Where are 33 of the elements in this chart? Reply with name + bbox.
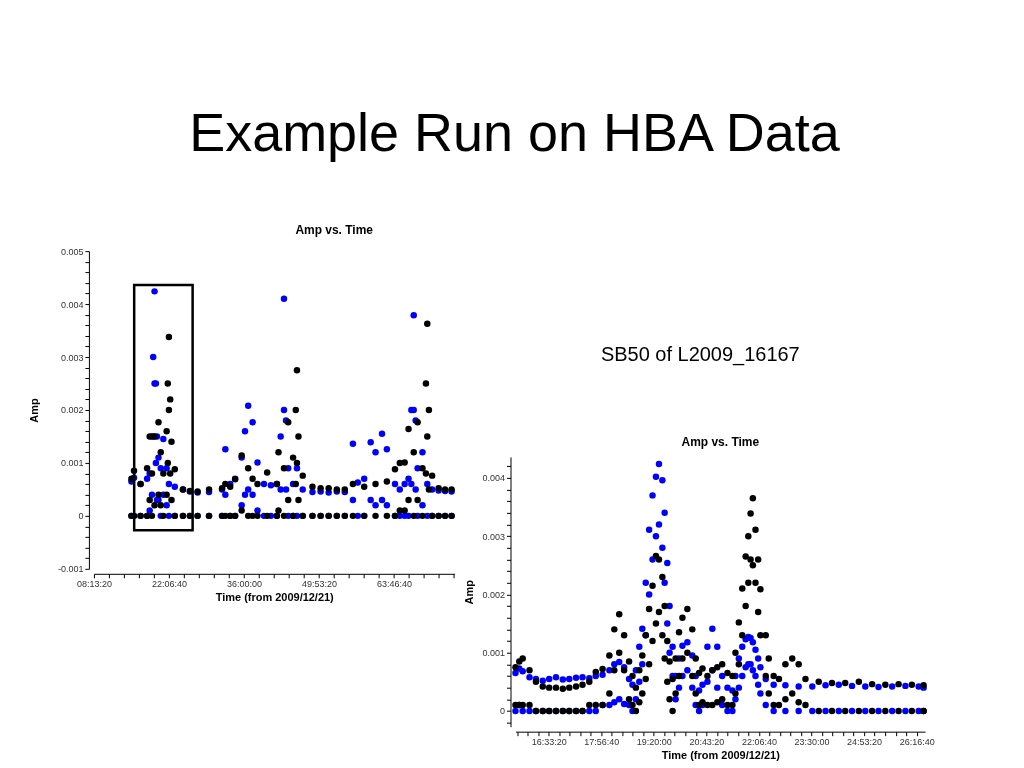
x-tick-label: 08:13:20: [76, 579, 112, 590]
chart-title: Amp vs. Time: [681, 434, 760, 449]
x-axis-title: Time (from 2009/12/21): [661, 749, 781, 762]
y-tick-label: 0.003: [482, 531, 506, 542]
y-tick-label: 0.002: [482, 589, 506, 600]
x-tick-label: 63:46:40: [376, 579, 412, 590]
text: SB50 of L2009_16167: [600, 343, 800, 367]
y-tick-label: 0.003: [60, 352, 84, 363]
y-axis-title: Amp: [27, 397, 40, 423]
x-tick-label: 17:56:40: [584, 737, 620, 748]
y-tick-label: 0.004: [60, 299, 84, 310]
x-tick-label: 26:16:40: [899, 737, 935, 748]
y-tick-label: 0.005: [60, 246, 84, 257]
text: Example Run on HBA Data: [189, 102, 840, 163]
x-tick-label: 49:53:20: [301, 579, 337, 590]
y-tick-label: 0.001: [482, 648, 506, 659]
x-tick-label: 24:53:20: [847, 737, 883, 748]
x-tick-label: 19:20:00: [636, 737, 672, 748]
x-tick-label: 36:00:00: [226, 579, 262, 590]
y-tick-label: 0: [500, 706, 506, 717]
y-axis-title: Amp: [462, 579, 475, 605]
chart-title: Amp vs. Time: [295, 223, 374, 238]
x-tick-label: 23:30:00: [794, 737, 830, 748]
y-tick-label: 0: [78, 511, 84, 522]
x-axis-title: Time (from 2009/12/21): [215, 591, 335, 604]
y-tick-label: 0.004: [482, 473, 506, 484]
x-tick-label: 22:06:40: [151, 579, 187, 590]
x-tick-label: 20:43:20: [689, 737, 725, 748]
x-tick-label: 22:06:40: [741, 737, 777, 748]
x-tick-label: 16:33:20: [531, 737, 567, 748]
y-tick-label: 0.002: [60, 405, 84, 416]
y-tick-label: -0.001: [57, 564, 84, 575]
y-tick-label: 0.001: [60, 458, 84, 469]
